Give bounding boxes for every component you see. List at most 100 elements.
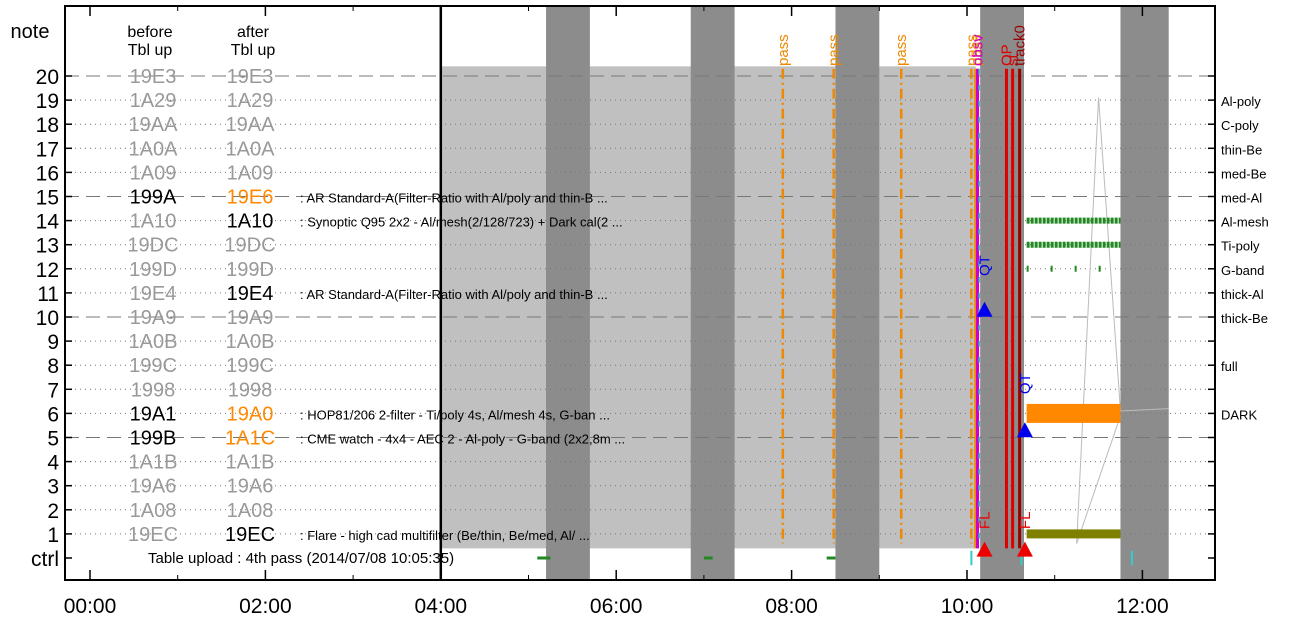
x-tick-label: 10:00 bbox=[941, 595, 994, 618]
pass-label: pass bbox=[963, 34, 980, 66]
y-tick-label: 5 bbox=[47, 428, 59, 451]
before-value: 19A6 bbox=[130, 476, 177, 498]
after-value: 1A1B bbox=[226, 452, 275, 474]
y-tick-label: 2 bbox=[47, 500, 59, 523]
after-value: 1A10 bbox=[227, 211, 274, 233]
guide-line bbox=[1076, 97, 1100, 544]
x-tick-label: 06:00 bbox=[590, 595, 643, 618]
y-tick-label: 15 bbox=[36, 187, 59, 210]
y-tick-label: 4 bbox=[47, 452, 59, 475]
after-value: 1A08 bbox=[227, 500, 274, 522]
marker-label: FL bbox=[1017, 512, 1034, 530]
before-value: 199C bbox=[129, 355, 177, 377]
after-value: 19A9 bbox=[227, 307, 274, 329]
before-value: 1A09 bbox=[130, 162, 177, 184]
before-value: 19E4 bbox=[130, 283, 177, 305]
after-value: 1A0A bbox=[226, 138, 276, 160]
filter-label: thin-Be bbox=[1221, 142, 1262, 157]
after-value: 19E6 bbox=[227, 187, 274, 209]
axis-layer bbox=[64, 5, 1216, 581]
marker-label: QT bbox=[977, 255, 994, 276]
before-value: 1998 bbox=[131, 379, 176, 401]
grid-layer bbox=[65, 6, 1215, 580]
after-value: 1A09 bbox=[227, 162, 274, 184]
before-value: 19A1 bbox=[130, 403, 177, 425]
row-note: : AR Standard-A(Filter-Ratio with Al/pol… bbox=[300, 191, 608, 206]
y-tick-label: 14 bbox=[36, 211, 60, 234]
event-label: OP bbox=[998, 44, 1015, 66]
y-tick-label: 19 bbox=[36, 90, 59, 113]
x-tick-label: 08:00 bbox=[765, 595, 818, 618]
x-tick-label: 12:00 bbox=[1116, 595, 1169, 618]
marker-label: FL bbox=[977, 512, 994, 530]
dark-band bbox=[980, 6, 1025, 580]
guide-line bbox=[1120, 408, 1169, 412]
y-tick-label: 13 bbox=[36, 235, 59, 258]
y-tick-label: 3 bbox=[47, 476, 59, 499]
after-header: Tbl up bbox=[231, 42, 276, 59]
after-value: 19DC bbox=[224, 235, 275, 257]
event-label: pass bbox=[968, 34, 985, 66]
filter-label: Al-poly bbox=[1221, 94, 1261, 109]
y-tick-label: ctrl bbox=[31, 548, 59, 571]
filter-label: full bbox=[1221, 359, 1238, 374]
guide-line bbox=[1076, 415, 1121, 544]
row-note: : Synoptic Q95 2x2 - Al/mesh(2/128/723) … bbox=[300, 215, 623, 230]
y-tick-label: 11 bbox=[37, 283, 59, 306]
before-value: 1A0B bbox=[129, 331, 178, 353]
event-label: track0 bbox=[1012, 25, 1029, 66]
event-label: obsv bbox=[970, 34, 987, 66]
marks-layer bbox=[537, 68, 1169, 566]
before-value: 1A08 bbox=[130, 500, 177, 522]
after-value: 1A1C bbox=[225, 428, 275, 450]
x-tick-label: 02:00 bbox=[239, 595, 292, 618]
dark-band bbox=[835, 6, 880, 580]
event-label: st bbox=[1005, 54, 1022, 67]
plot-frame bbox=[64, 5, 1216, 581]
pass-label: pass bbox=[826, 34, 843, 66]
row-note: : HOP81/206 2-filter - Ti/poly 4s, Al/me… bbox=[300, 407, 610, 422]
row-note: : CME watch - 4x4 - AEC 2 - Al-poly - G-… bbox=[300, 432, 625, 447]
before-value: 1A0A bbox=[129, 138, 179, 160]
after-value: 19E4 bbox=[227, 283, 274, 305]
filter-label: thick-Be bbox=[1221, 311, 1268, 326]
ctrl-upload-label: Table upload : 4th pass (2014/07/08 10:0… bbox=[148, 550, 454, 567]
after-value: 19AA bbox=[226, 114, 276, 136]
before-value: 199D bbox=[129, 259, 177, 281]
after-value: 19E3 bbox=[227, 66, 274, 88]
filter-label: med-Al bbox=[1221, 191, 1262, 206]
after-value: 19EC bbox=[225, 524, 275, 546]
dark-band bbox=[690, 6, 735, 580]
y-tick-label: 1 bbox=[47, 524, 59, 547]
after-header: after bbox=[237, 24, 270, 41]
before-value: 19EC bbox=[128, 524, 178, 546]
marker-label: QT bbox=[1017, 373, 1034, 394]
y-tick-label: 7 bbox=[47, 379, 59, 402]
event-marker bbox=[976, 301, 993, 317]
before-value: 1A10 bbox=[130, 211, 177, 233]
filter-label: Al-mesh bbox=[1221, 215, 1269, 230]
y-tick-label: 10 bbox=[36, 307, 59, 330]
before-value: 1A1B bbox=[129, 452, 178, 474]
pass-label: pass bbox=[893, 34, 910, 66]
after-value: 19A0 bbox=[227, 403, 274, 425]
filter-label: Ti-poly bbox=[1221, 239, 1260, 254]
pass-label: pass bbox=[775, 34, 792, 66]
dark-band bbox=[1120, 6, 1169, 580]
row-note: : Flare - high cad multifilter (Be/thin,… bbox=[300, 528, 590, 543]
guide-line bbox=[1098, 97, 1121, 412]
after-value: 1A0B bbox=[226, 331, 275, 353]
before-value: 19DC bbox=[127, 235, 178, 257]
y-tick-label: 9 bbox=[47, 331, 59, 354]
note-header: note bbox=[11, 21, 50, 43]
after-value: 199C bbox=[226, 355, 274, 377]
row-note: : AR Standard-A(Filter-Ratio with Al/pol… bbox=[300, 287, 608, 302]
y-tick-label: 6 bbox=[47, 403, 59, 426]
after-value: 1A29 bbox=[227, 90, 274, 112]
after-value: 19A6 bbox=[227, 476, 274, 498]
y-tick-label: 20 bbox=[36, 66, 59, 89]
before-value: 19E3 bbox=[130, 66, 177, 88]
before-value: 1A29 bbox=[130, 90, 177, 112]
dark-band bbox=[546, 6, 590, 580]
